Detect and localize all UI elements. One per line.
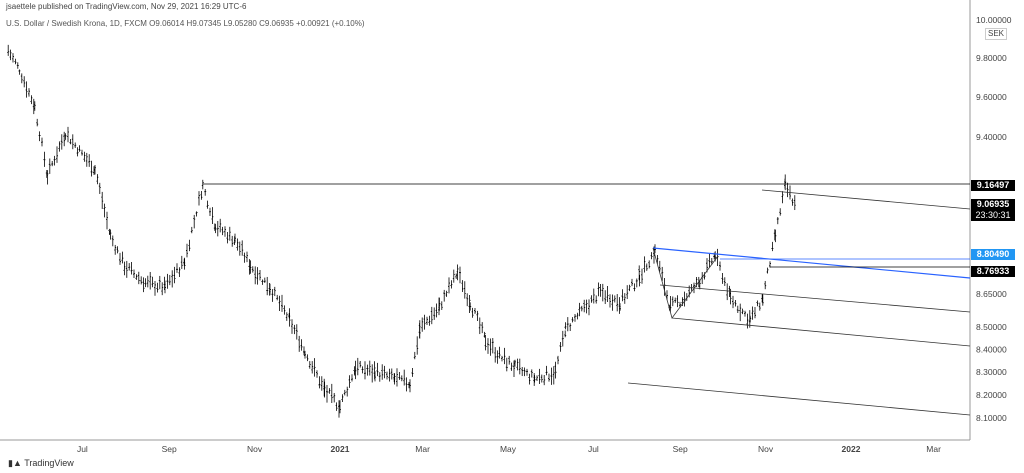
price-tick-label: 9.40000 (976, 132, 1007, 142)
trendline-parallel-1[interactable] (659, 284, 971, 313)
time-tick-label: Nov (758, 444, 774, 454)
currency-label: SEK (985, 28, 1008, 40)
publisher-line: jsaettele published on TradingView.com, … (6, 2, 247, 11)
trendline-parallel-2[interactable] (671, 317, 971, 347)
tradingview-logo: ▮▲ TradingView (8, 458, 74, 468)
time-tick-label: 2022 (842, 444, 861, 454)
bar-countdown: 23:30:31 (975, 210, 1011, 221)
price-tick-label: 10.00000 (976, 15, 1012, 25)
footer-brand: TradingView (24, 458, 74, 468)
price-tick-label: 8.65000 (976, 289, 1007, 299)
drawings[interactable] (203, 183, 971, 416)
symbol-name: U.S. Dollar / Swedish Krona, 1D, FXCM (6, 19, 147, 28)
price-tick-label: 8.50000 (976, 322, 1007, 332)
symbol-legend: U.S. Dollar / Swedish Krona, 1D, FXCM O9… (6, 19, 365, 28)
trendline-parallel-3[interactable] (627, 382, 971, 416)
time-axis[interactable]: Jul Sep Nov 2021 Mar May Jul Sep Nov 2022 Mar (77, 444, 941, 454)
time-tick-label: Jul (77, 444, 88, 454)
price-axis[interactable]: 10.00000 9.80000 9.60000 9.40000 8.65000 8.50… (976, 15, 1012, 423)
close-value: C9.06935 (259, 19, 294, 28)
level-badge-8-76933: 8.76933 (971, 266, 1015, 278)
trendline-channel-top[interactable] (761, 189, 971, 210)
price-tick-label: 8.30000 (976, 367, 1007, 377)
pattern-lines[interactable] (652, 247, 719, 319)
high-value: H9.07345 (186, 19, 222, 28)
price-tick-label: 8.20000 (976, 390, 1007, 400)
time-tick-label: May (500, 444, 517, 454)
price-tick-label: 9.60000 (976, 92, 1007, 102)
time-tick-label: 2021 (331, 444, 350, 454)
level-badge-9-16497: 9.16497 (971, 179, 1015, 191)
ohlc-bars (7, 44, 796, 418)
time-tick-label: Jul (588, 444, 599, 454)
low-value: L9.05280 (223, 19, 257, 28)
time-tick-label: Nov (247, 444, 263, 454)
price-tick-label: 8.10000 (976, 413, 1007, 423)
time-tick-label: Sep (162, 444, 177, 454)
blue-trendline[interactable] (652, 247, 971, 279)
price-tick-label: 8.40000 (976, 344, 1007, 354)
open-value: O9.06014 (149, 19, 185, 28)
last-price-badge: 9.06935 23:30:31 (971, 199, 1015, 222)
change-value: +0.00921 (+0.10%) (296, 19, 365, 28)
time-tick-label: Mar (415, 444, 430, 454)
price-tick-label: 9.80000 (976, 53, 1007, 63)
time-tick-label: Mar (926, 444, 941, 454)
level-badge-8-80490: 8.80490 (971, 249, 1015, 261)
last-price: 9.06935 (976, 199, 1010, 210)
time-tick-label: Sep (673, 444, 688, 454)
